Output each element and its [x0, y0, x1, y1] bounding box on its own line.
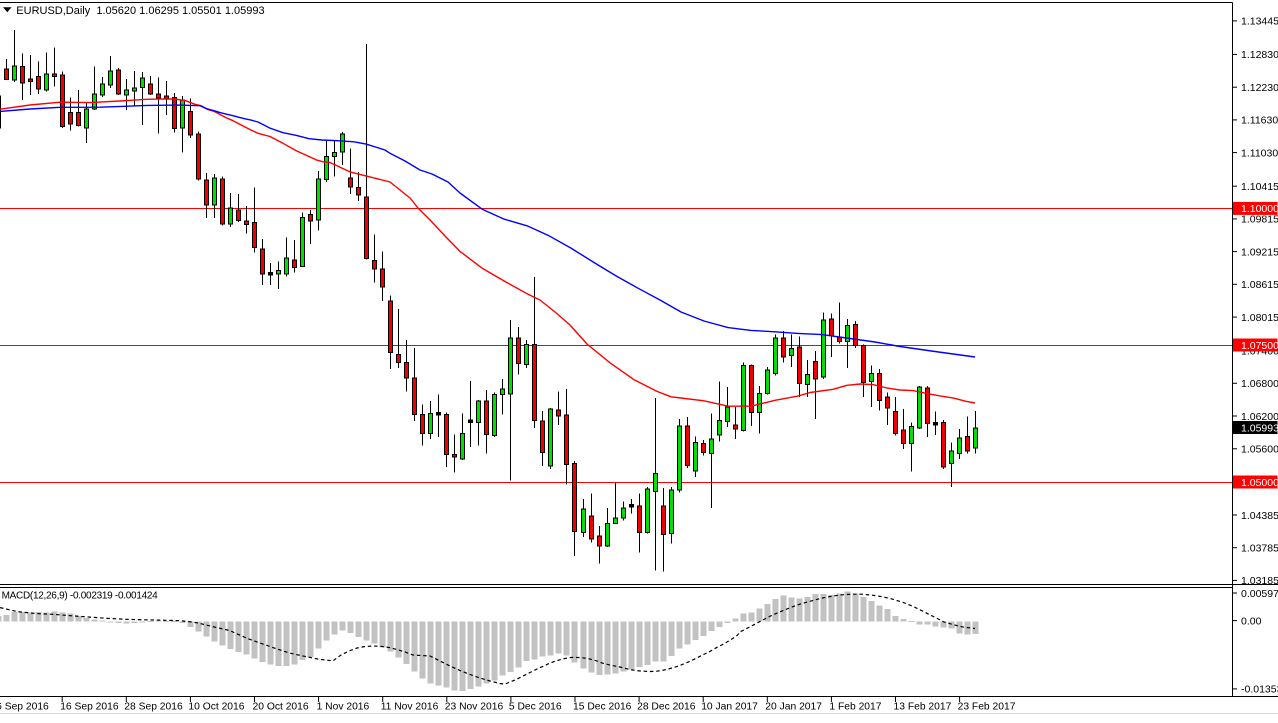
svg-text:1.05600: 1.05600: [1241, 444, 1278, 456]
svg-text:10 Oct 2016: 10 Oct 2016: [188, 702, 244, 713]
svg-text:0.005971: 0.005971: [1241, 588, 1278, 600]
svg-text:20 Oct 2016: 20 Oct 2016: [253, 702, 309, 713]
svg-text:1.11030: 1.11030: [1241, 147, 1278, 159]
svg-text:1.08015: 1.08015: [1241, 312, 1278, 324]
svg-text:1.06800: 1.06800: [1241, 378, 1278, 390]
svg-text:EURUSD,Daily 1.05620 1.06295: EURUSD,Daily 1.05620 1.06295 1.05501 1.0…: [16, 5, 264, 17]
svg-text:23 Feb 2017: 23 Feb 2017: [958, 702, 1016, 713]
svg-text:1.13445: 1.13445: [1241, 16, 1278, 28]
svg-text:1.05993: 1.05993: [1241, 422, 1278, 434]
svg-text:1.03785: 1.03785: [1241, 543, 1278, 555]
svg-text:1.09215: 1.09215: [1241, 246, 1278, 258]
svg-text:MACD(12,26,9) -0.002319 -0.001: MACD(12,26,9) -0.002319 -0.001424: [2, 590, 159, 601]
svg-text:16 Sep 2016: 16 Sep 2016: [60, 702, 119, 713]
svg-text:1.12230: 1.12230: [1241, 82, 1278, 94]
svg-text:5 Dec 2016: 5 Dec 2016: [509, 702, 562, 713]
svg-text:1.12830: 1.12830: [1241, 49, 1278, 61]
svg-text:1 Feb 2017: 1 Feb 2017: [829, 702, 881, 713]
svg-text:1.10415: 1.10415: [1241, 181, 1278, 193]
svg-text:1.03185: 1.03185: [1241, 575, 1278, 587]
svg-text:11 Nov 2016: 11 Nov 2016: [381, 702, 439, 713]
svg-text:1.04385: 1.04385: [1241, 510, 1278, 522]
svg-text:1 Nov 2016: 1 Nov 2016: [317, 702, 370, 713]
svg-text:1.05000: 1.05000: [1241, 477, 1278, 489]
svg-text:-0.013539: -0.013539: [1241, 684, 1278, 696]
svg-text:1.06200: 1.06200: [1241, 411, 1278, 423]
svg-text:1.09815: 1.09815: [1241, 214, 1278, 226]
svg-text:23 Nov 2016: 23 Nov 2016: [445, 702, 504, 713]
svg-text:15 Dec 2016: 15 Dec 2016: [573, 702, 632, 713]
svg-text:13 Feb 2017: 13 Feb 2017: [894, 702, 952, 713]
svg-text:28 Dec 2016: 28 Dec 2016: [637, 702, 696, 713]
svg-text:20 Jan 2017: 20 Jan 2017: [765, 702, 822, 713]
svg-text:1.08615: 1.08615: [1241, 279, 1278, 291]
svg-text:1.10000: 1.10000: [1241, 203, 1278, 215]
svg-text:0.00: 0.00: [1241, 615, 1262, 627]
svg-text:1.11630: 1.11630: [1241, 115, 1278, 127]
svg-text:1.07500: 1.07500: [1241, 340, 1278, 352]
svg-text:6 Sep 2016: 6 Sep 2016: [0, 702, 49, 713]
svg-text:10 Jan 2017: 10 Jan 2017: [701, 702, 758, 713]
svg-text:28 Sep 2016: 28 Sep 2016: [124, 702, 183, 713]
